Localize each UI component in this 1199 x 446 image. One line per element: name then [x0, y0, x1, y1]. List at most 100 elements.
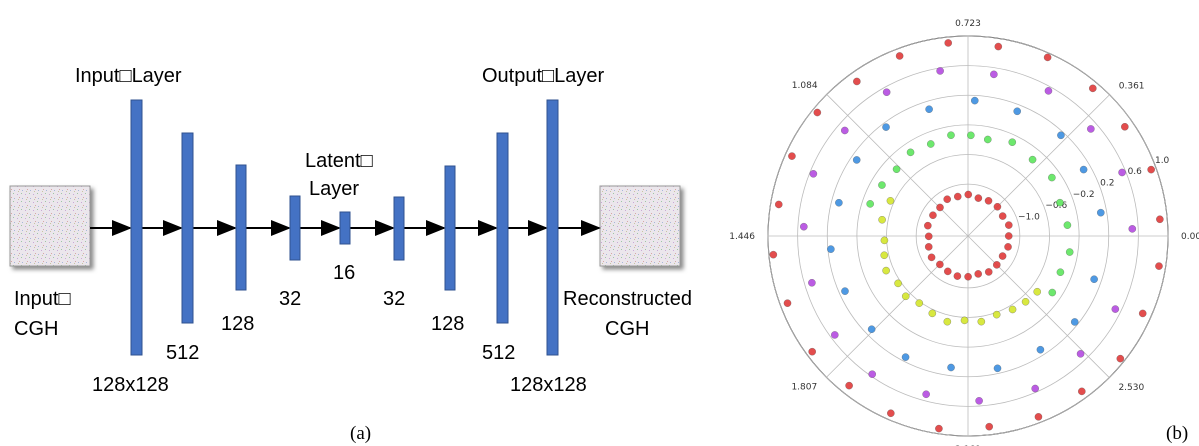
- point: [944, 196, 951, 203]
- layer-size: 512: [166, 342, 199, 364]
- point: [896, 52, 903, 59]
- point: [902, 293, 909, 300]
- point: [954, 273, 961, 280]
- layer-size: 32: [383, 288, 405, 310]
- input-image: [10, 186, 90, 266]
- point: [1004, 243, 1011, 250]
- point: [993, 311, 1000, 318]
- point: [1048, 174, 1055, 181]
- point: [961, 317, 968, 324]
- r-tick-label: 1.0: [1155, 156, 1170, 166]
- point: [902, 354, 909, 361]
- point: [881, 237, 888, 244]
- point: [1057, 269, 1064, 276]
- point: [999, 252, 1006, 259]
- latent-layer-label: Latent□: [305, 150, 373, 172]
- latent-layer-label: Layer: [309, 178, 359, 200]
- point: [925, 233, 932, 240]
- point: [853, 78, 860, 85]
- point: [883, 267, 890, 274]
- point: [1044, 54, 1051, 61]
- theta-tick-label: 0.000: [1181, 232, 1199, 242]
- point: [1139, 310, 1146, 317]
- point: [994, 203, 1001, 210]
- autoencoder-diagram: Input□Layer Output□Layer Latent□ Layer I…: [10, 65, 692, 444]
- point: [944, 318, 951, 325]
- point: [944, 268, 951, 275]
- point: [993, 261, 1000, 268]
- point: [810, 170, 817, 177]
- theta-tick-label: 0.723: [955, 19, 981, 29]
- point: [1148, 166, 1155, 173]
- point: [976, 397, 983, 404]
- theta-tick-label: 1.446: [729, 232, 755, 242]
- point: [964, 273, 971, 280]
- point: [1087, 125, 1094, 132]
- point: [995, 43, 1002, 50]
- point: [770, 251, 777, 258]
- point: [1129, 225, 1136, 232]
- point: [978, 318, 985, 325]
- input-label: Input□: [14, 288, 71, 310]
- point: [928, 254, 935, 261]
- point: [929, 212, 936, 219]
- layer-size: 128x128: [92, 374, 169, 396]
- layer-size: 32: [279, 288, 301, 310]
- point: [1080, 166, 1087, 173]
- point: [827, 246, 834, 253]
- point: [994, 365, 1001, 372]
- point: [887, 197, 894, 204]
- point: [878, 181, 885, 188]
- output-image: [600, 186, 680, 266]
- point: [881, 252, 888, 259]
- point: [936, 261, 943, 268]
- point: [947, 364, 954, 371]
- point: [1155, 263, 1162, 270]
- caption: (b): [1166, 423, 1188, 444]
- point: [925, 243, 932, 250]
- point: [809, 348, 816, 355]
- point: [1032, 385, 1039, 392]
- point: [1009, 306, 1016, 313]
- point: [965, 191, 972, 198]
- point: [1156, 216, 1163, 223]
- point: [985, 197, 992, 204]
- point: [1005, 232, 1012, 239]
- point: [1035, 413, 1042, 420]
- point: [954, 193, 961, 200]
- point: [1056, 199, 1063, 206]
- point: [1121, 123, 1128, 130]
- point: [927, 140, 934, 147]
- layer-size: 512: [482, 342, 515, 364]
- point: [1045, 87, 1052, 94]
- point: [1034, 288, 1041, 295]
- point: [936, 204, 943, 211]
- point: [1112, 305, 1119, 312]
- point: [986, 423, 993, 430]
- point: [867, 200, 874, 207]
- point: [883, 89, 890, 96]
- point: [990, 71, 997, 78]
- theta-tick-label: 2.530: [1118, 383, 1144, 393]
- layer-size: 16: [333, 262, 355, 284]
- point: [887, 410, 894, 417]
- polar-chart: 0.0000.3610.7231.0841.4461.8072.1692.530…: [729, 19, 1199, 446]
- point: [945, 39, 952, 46]
- point: [1037, 346, 1044, 353]
- theta-tick-label: 1.807: [791, 382, 817, 392]
- point: [1049, 289, 1056, 296]
- point: [999, 212, 1006, 219]
- point: [784, 300, 791, 307]
- point: [808, 279, 815, 286]
- page: {"diagram": {"caption": "(a)", "input_la…: [0, 0, 1199, 446]
- point: [868, 326, 875, 333]
- point: [924, 222, 931, 229]
- point: [971, 97, 978, 104]
- point: [893, 166, 900, 173]
- point: [775, 201, 782, 208]
- point: [841, 288, 848, 295]
- theta-tick-label: 1.084: [792, 81, 818, 91]
- output-layer-label: Output□Layer: [482, 65, 604, 87]
- r-tick-label: 0.2: [1100, 178, 1114, 188]
- theta-tick-label: 0.361: [1119, 82, 1145, 92]
